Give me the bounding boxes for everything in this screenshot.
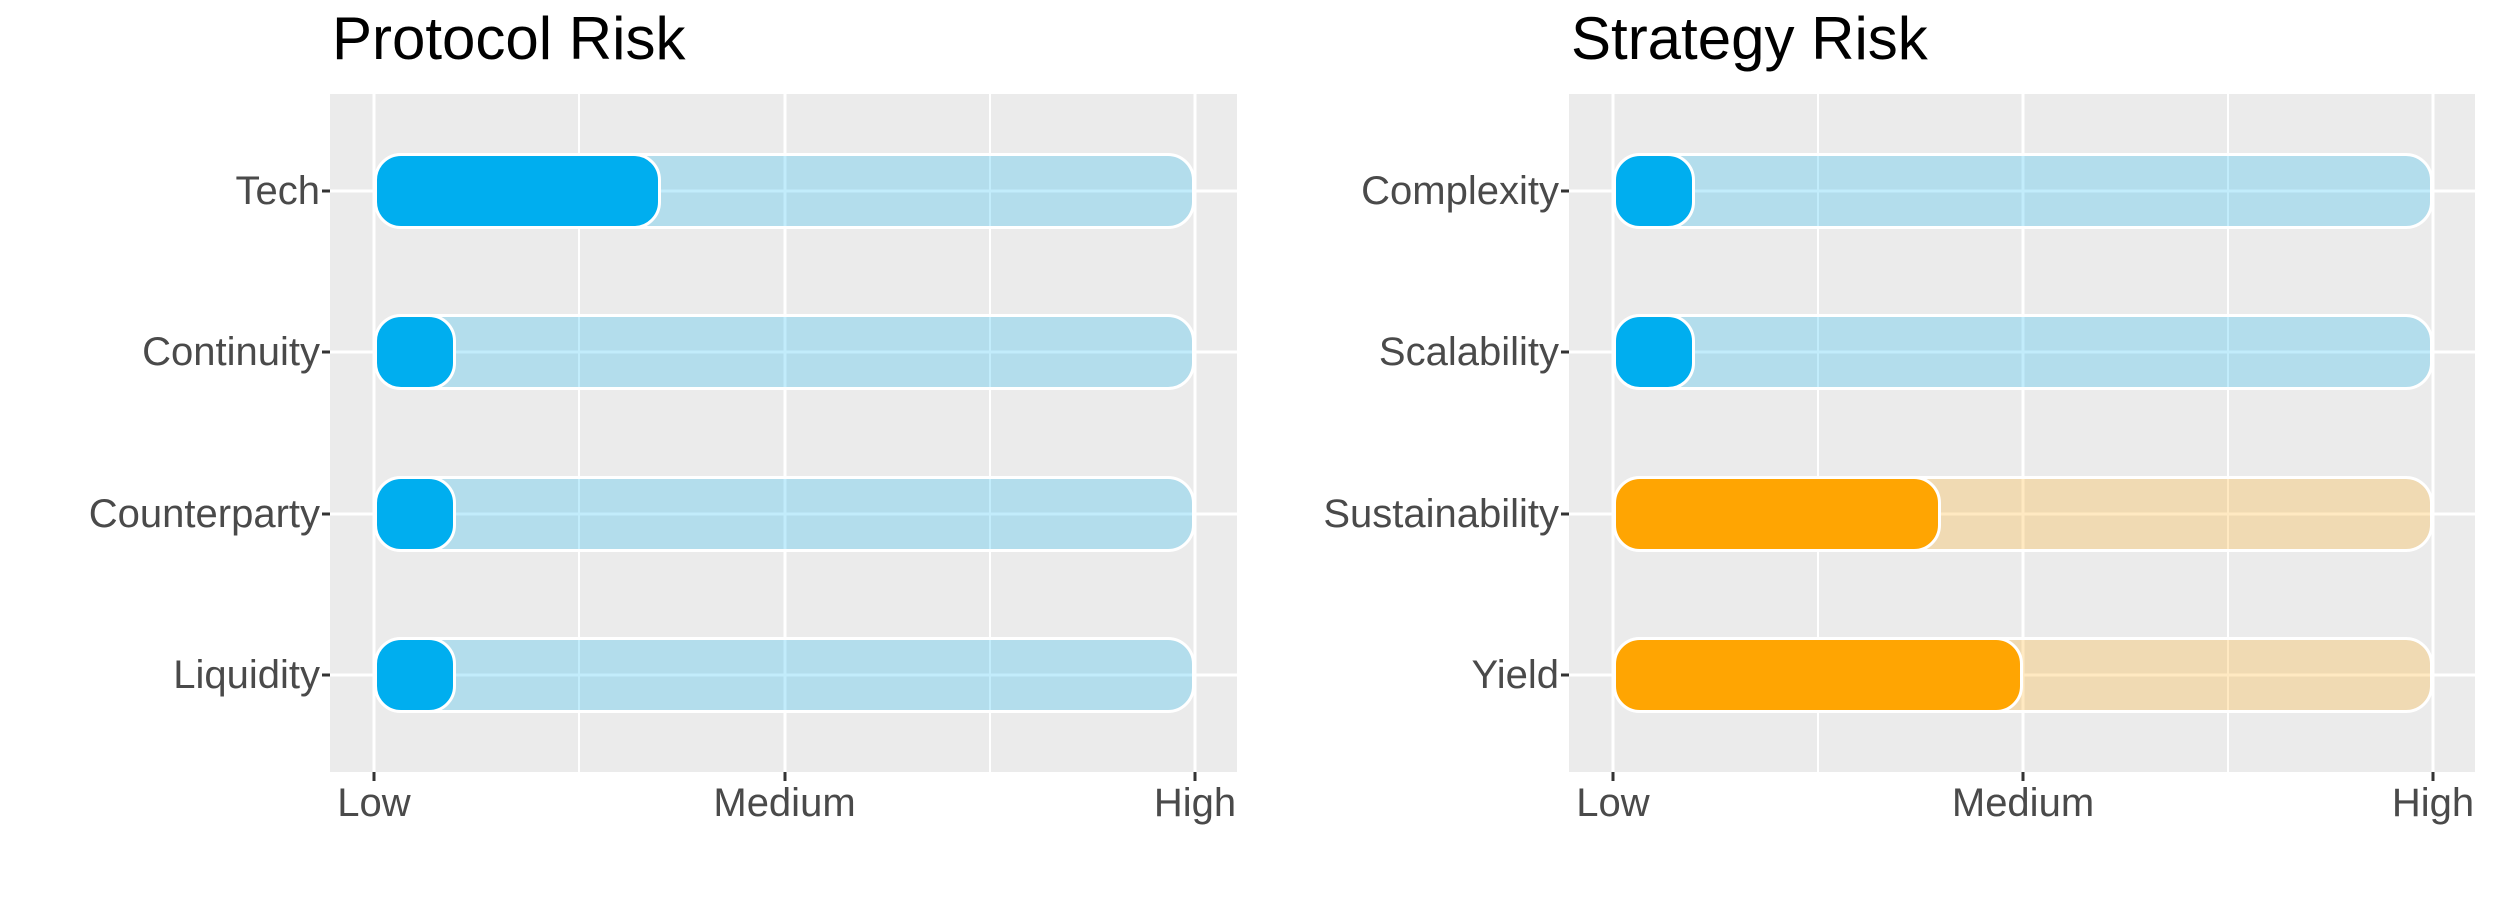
gridline-vertical-minor [2227,94,2229,772]
bar-fill-sustainability [1613,475,1941,552]
gridline-vertical-minor [578,94,581,772]
bar-track-scalability [1613,314,2433,391]
x-axis-tick-label-medium: Medium [713,781,856,825]
gridline-vertical-major [1193,94,1197,772]
bar-fill-scalability [1613,314,1695,391]
y-axis-label-counterparty: Counterparty [88,491,320,536]
bar-fill-yield [1613,637,2023,714]
y-axis-label-scalability: Scalability [1378,330,1559,375]
bar-fill-tech [374,152,662,229]
bar-fill-complexity [1613,152,1695,229]
bar-fill-counterparty [374,475,457,552]
y-axis-label-tech: Tech [235,168,321,213]
x-tick-high [2431,772,2435,781]
x-tick-high [1193,772,1197,781]
y-tick-yield [1561,673,1569,677]
y-tick-complexity [1561,189,1569,193]
y-tick-tech [322,189,330,193]
x-axis-tick-label-medium: Medium [1951,781,2095,825]
x-tick-medium [783,772,786,781]
chart-title-protocol-risk: Protocol Risk [332,5,686,72]
y-axis-label-complexity: Complexity [1361,168,1559,213]
plot-panel-strategy-risk [1569,94,2475,772]
y-tick-sustainability [1561,512,1569,516]
x-axis-tick-label-high: High [1153,781,1237,825]
gridline-vertical-minor [988,94,991,772]
y-tick-liquidity [322,673,330,677]
y-axis-label-sustainability: Sustainability [1323,491,1559,536]
plot-panel-protocol-risk [330,94,1237,772]
bar-fill-continuity [374,314,457,391]
bar-fill-liquidity [374,637,457,714]
gridline-vertical-major [372,94,376,772]
bar-track-liquidity [374,637,1195,714]
chart-title-strategy-risk: Strategy Risk [1571,5,1928,72]
gridline-vertical-major [1611,94,1615,772]
y-tick-scalability [1561,350,1569,354]
x-tick-low [372,772,376,781]
y-tick-continuity [322,350,330,354]
bar-track-counterparty [374,475,1195,552]
y-axis-label-continuity: Continuity [142,330,320,375]
gridline-vertical-major [2431,94,2435,772]
x-axis-tick-label-low: Low [337,781,411,825]
x-tick-low [1611,772,1615,781]
y-axis-label-yield: Yield [1471,653,1559,698]
x-axis-tick-label-high: High [2391,781,2475,825]
y-tick-counterparty [322,512,330,516]
gridline-vertical-minor [1817,94,1819,772]
bar-track-complexity [1613,152,2433,229]
x-axis-tick-label-low: Low [1576,781,1650,825]
x-tick-medium [2021,772,2025,781]
gridline-vertical-major [783,94,786,772]
gridline-vertical-major [2021,94,2025,772]
y-axis-label-liquidity: Liquidity [173,653,320,698]
